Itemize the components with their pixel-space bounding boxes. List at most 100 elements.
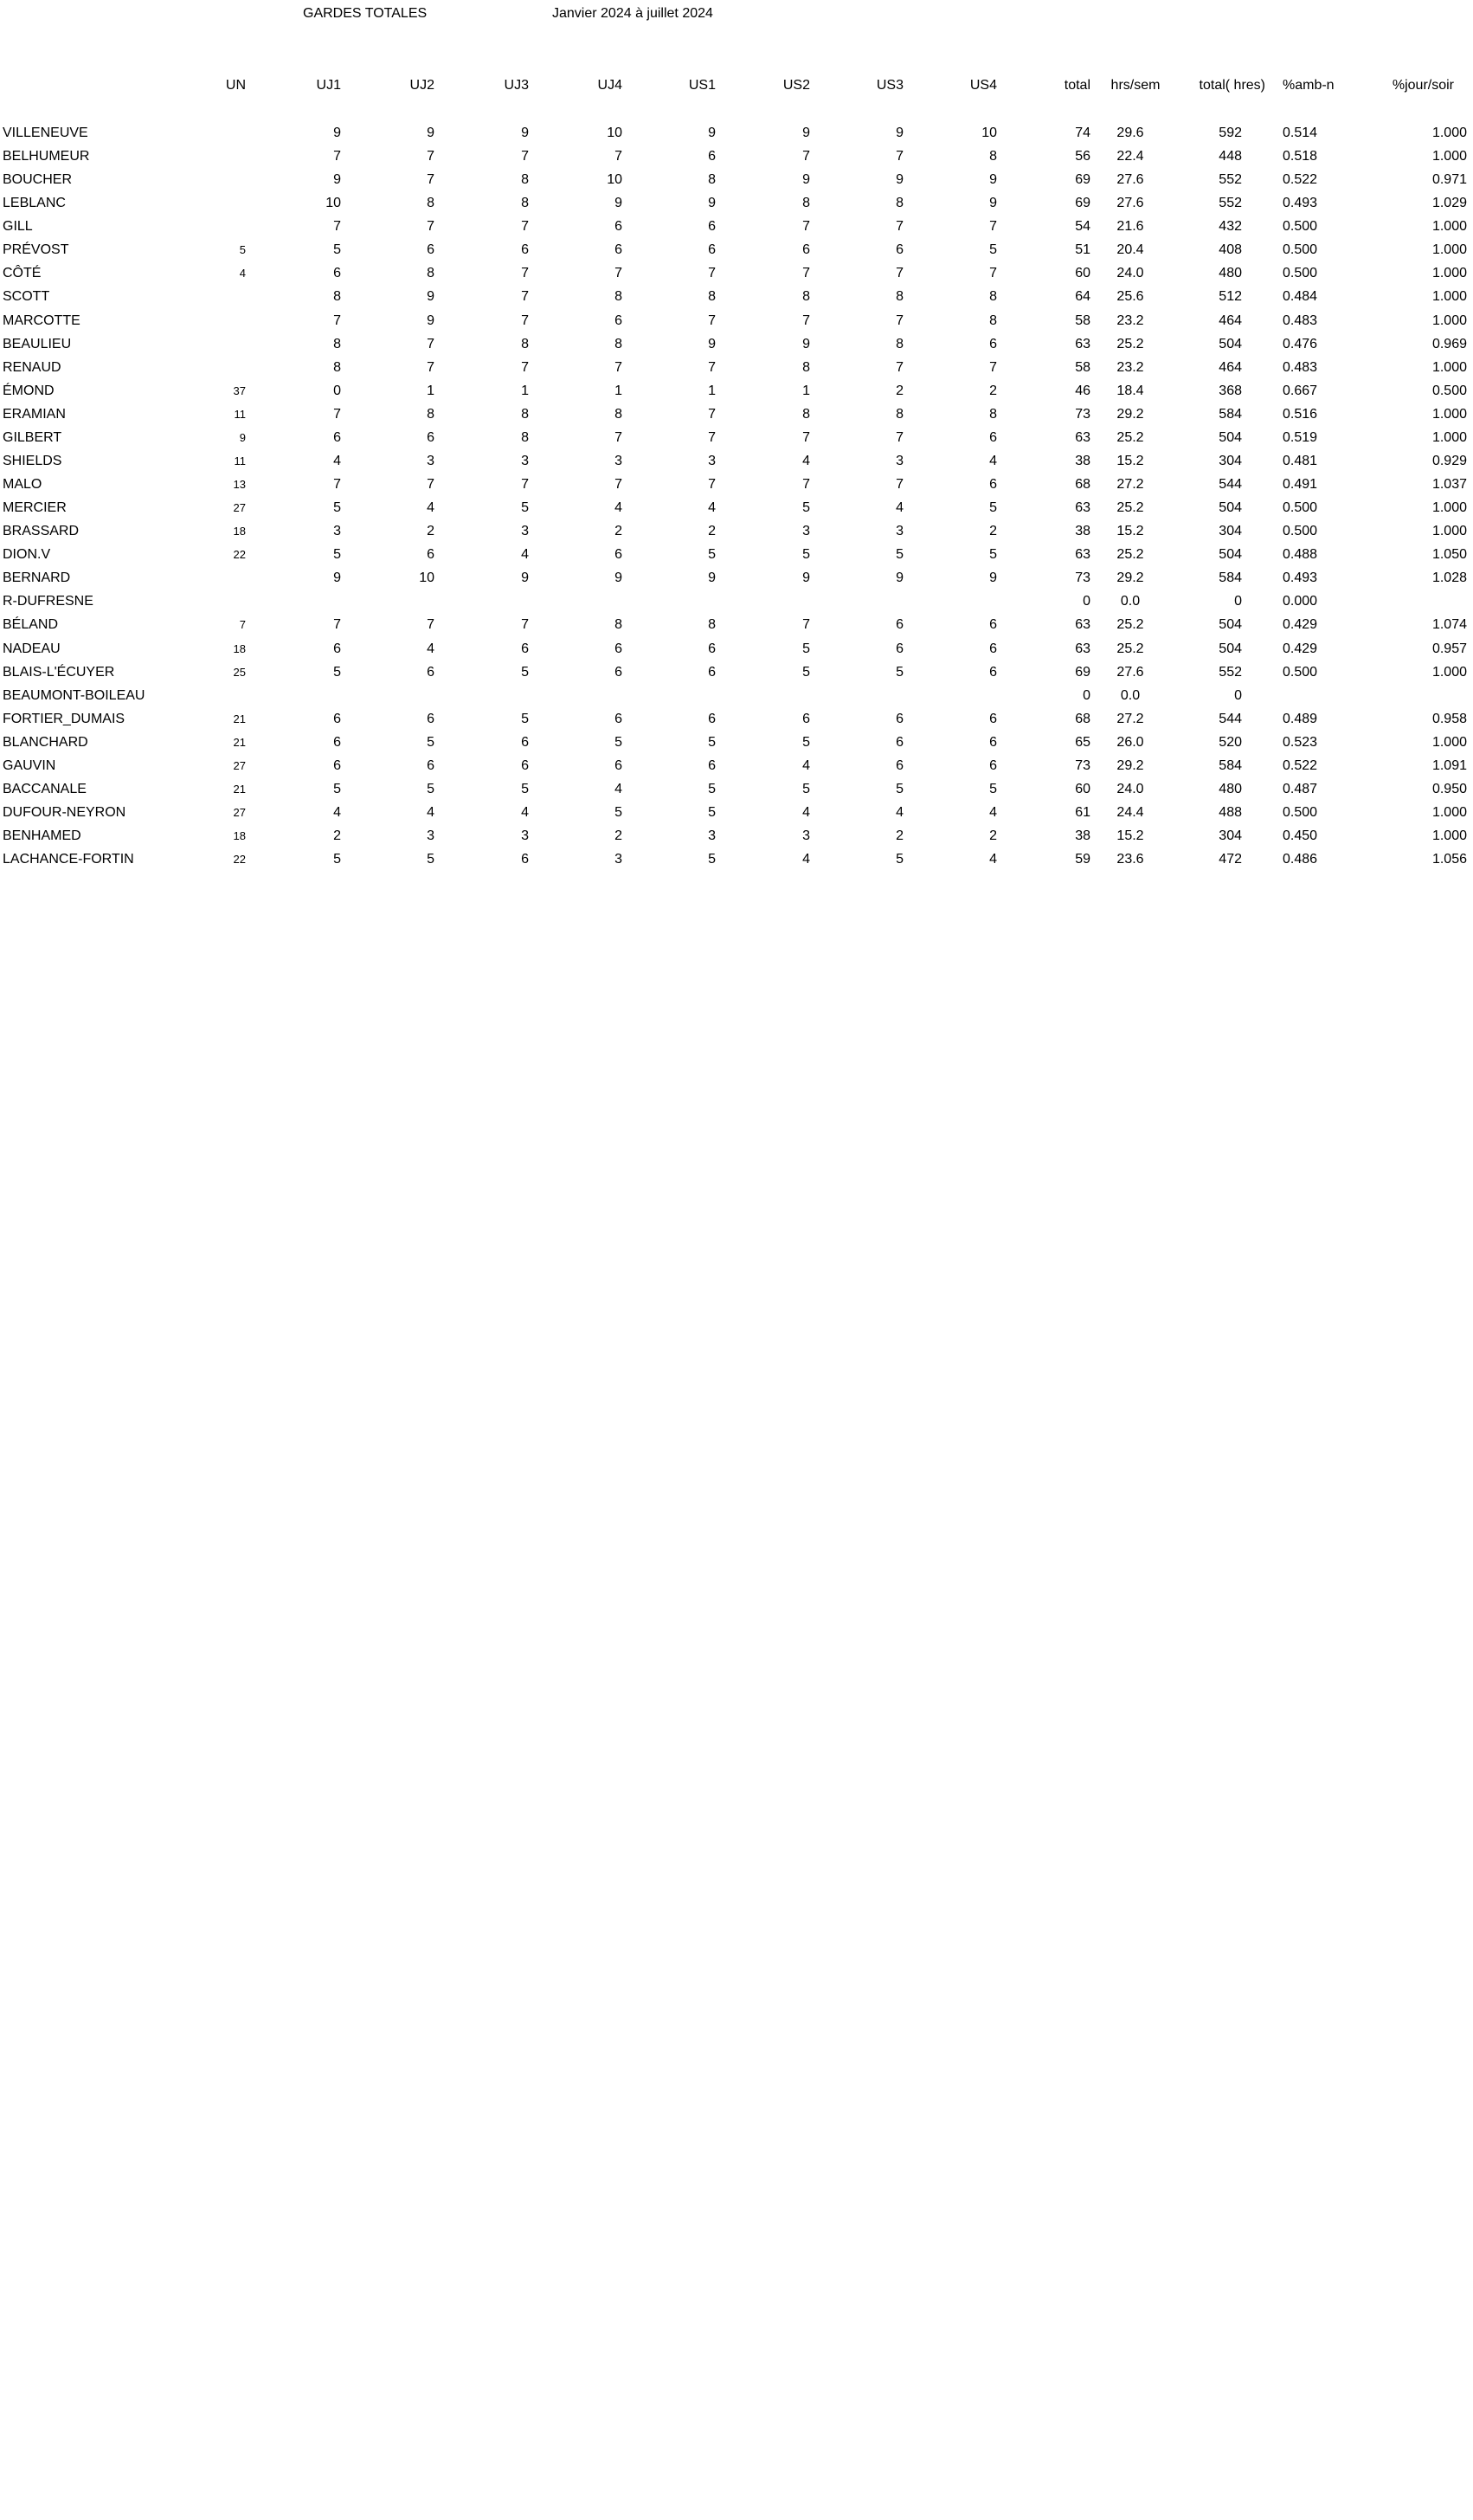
hrs-sem-value: 26.0 (1116, 734, 1144, 750)
uj2-value: 9 (427, 313, 434, 328)
employee-name: FORTIER_DUMAIS (3, 711, 125, 726)
jour-soir-value: 0.929 (1431, 453, 1467, 468)
employee-name: ÉMOND (3, 383, 55, 398)
hrs-sem-value: 27.6 (1116, 196, 1144, 211)
hrs-sem-value: 15.2 (1116, 524, 1144, 539)
employee-name: BÉLAND (3, 617, 59, 633)
us2-value: 7 (802, 617, 810, 633)
un-value (199, 590, 246, 613)
uj3-value: 8 (521, 196, 529, 211)
jour-soir-value: 1.000 (1431, 734, 1467, 750)
un-value: 21 (233, 735, 246, 749)
us1-value: 7 (708, 477, 716, 493)
amb-n-value: 0.523 (1283, 734, 1318, 750)
table-row: BERNARD 9 10 9 9 9 9 9 9 73 29.2 584 0.493 1.028 (0, 566, 1473, 590)
hrs-sem-value: 29.6 (1116, 126, 1144, 140)
total-value: 56 (1075, 149, 1090, 164)
uj3-value: 8 (521, 406, 529, 422)
total-value: 69 (1075, 664, 1090, 680)
jour-soir-value: 0.971 (1431, 172, 1467, 188)
jour-soir-value: 1.074 (1431, 617, 1467, 633)
amb-n-value: 0.514 (1283, 126, 1318, 140)
jour-soir-value: 1.000 (1431, 359, 1467, 375)
hrs-sem-value: 27.2 (1116, 477, 1144, 493)
hrs-sem-value: 27.6 (1116, 172, 1144, 188)
uj3-value: 6 (521, 757, 529, 773)
uj2-value: 8 (427, 196, 434, 211)
us2-value: 7 (802, 149, 810, 164)
us1-value: 7 (708, 429, 716, 445)
col-header-us3: US3 (876, 78, 904, 93)
hrs-sem-value: 29.2 (1116, 570, 1144, 586)
us1-value: 1 (708, 383, 716, 398)
jour-soir-value: 1.000 (1431, 242, 1467, 258)
jour-soir-value: 1.000 (1431, 289, 1467, 305)
us2-value: 5 (802, 664, 810, 680)
uj3-value: 7 (521, 289, 529, 305)
table-row: SCOTT 8 9 7 8 8 8 8 8 64 25.6 512 0.484 1.000 (0, 285, 1473, 308)
jour-soir-value: 1.028 (1431, 570, 1467, 586)
table-row: BRASSARD 18 3 2 3 2 2 3 3 2 38 15.2 304 0.500 1.000 (0, 519, 1473, 543)
employee-name: SHIELDS (3, 453, 62, 468)
hrs-sem-value: 27.2 (1116, 711, 1144, 726)
uj2-value: 8 (427, 406, 434, 422)
us2-value: 5 (802, 500, 810, 516)
employee-name: CÔTÉ (3, 266, 42, 281)
uj4-value: 8 (614, 289, 622, 305)
us2-value: 5 (802, 641, 810, 656)
uj2-value: 1 (427, 383, 434, 398)
amb-n-value: 0.488 (1283, 547, 1318, 563)
uj1-value: 5 (333, 547, 341, 563)
us4-value: 10 (981, 126, 997, 140)
us2-value: 1 (802, 383, 810, 398)
uj4-value: 7 (614, 359, 622, 375)
un-value: 11 (234, 407, 247, 421)
total-value: 61 (1075, 805, 1090, 821)
uj2-value: 7 (427, 149, 434, 164)
amb-n-value: 0.484 (1283, 289, 1318, 305)
us2-value: 8 (802, 196, 810, 211)
total-hres-value: 504 (1219, 500, 1242, 516)
table-row: BEAUMONT-BOILEAU 0 0.0 0 (0, 684, 1473, 707)
jour-soir-value: 0.500 (1431, 383, 1467, 398)
employee-name: GILBERT (3, 429, 62, 445)
uj2-value (370, 590, 434, 613)
us4-value: 8 (989, 406, 997, 422)
hrs-sem-value: 25.2 (1116, 547, 1144, 563)
uj3-value: 3 (521, 453, 529, 468)
us1-value: 7 (708, 313, 716, 328)
col-header-us4: US4 (969, 78, 997, 93)
amb-n-value: 0.483 (1283, 359, 1318, 375)
uj1-value: 9 (333, 570, 341, 586)
us3-value: 7 (896, 429, 904, 445)
us3-value: 5 (896, 664, 904, 680)
col-header-uj3: UJ3 (504, 78, 529, 93)
us4-value: 2 (989, 383, 997, 398)
uj2-value: 6 (427, 242, 434, 258)
employee-name: RENAUD (3, 359, 61, 375)
us1-value: 4 (708, 500, 716, 516)
amb-n-value: 0.476 (1283, 336, 1318, 351)
uj3-value: 5 (521, 664, 529, 680)
uj1-value: 7 (333, 617, 341, 633)
amb-n-value: 0.493 (1283, 196, 1318, 211)
uj4-value: 2 (614, 524, 622, 539)
us4-value: 6 (989, 477, 997, 493)
total-value: 58 (1075, 313, 1090, 328)
hrs-sem-value: 25.2 (1116, 429, 1144, 445)
total-hres-value: 488 (1219, 805, 1242, 821)
us2-value (746, 684, 810, 707)
employee-name: PRÉVOST (3, 242, 69, 258)
uj1-value (277, 590, 341, 613)
total-value: 63 (1075, 336, 1090, 351)
total-value: 58 (1075, 359, 1090, 375)
hrs-sem-value: 15.2 (1116, 828, 1144, 844)
uj2-value: 4 (427, 500, 434, 516)
us4-value: 7 (989, 266, 997, 281)
total-value: 38 (1075, 453, 1090, 468)
employee-name: ERAMIAN (3, 406, 66, 422)
us2-value: 9 (802, 172, 810, 188)
us2-value: 9 (802, 336, 810, 351)
us4-value: 8 (989, 313, 997, 328)
uj2-value: 6 (427, 664, 434, 680)
